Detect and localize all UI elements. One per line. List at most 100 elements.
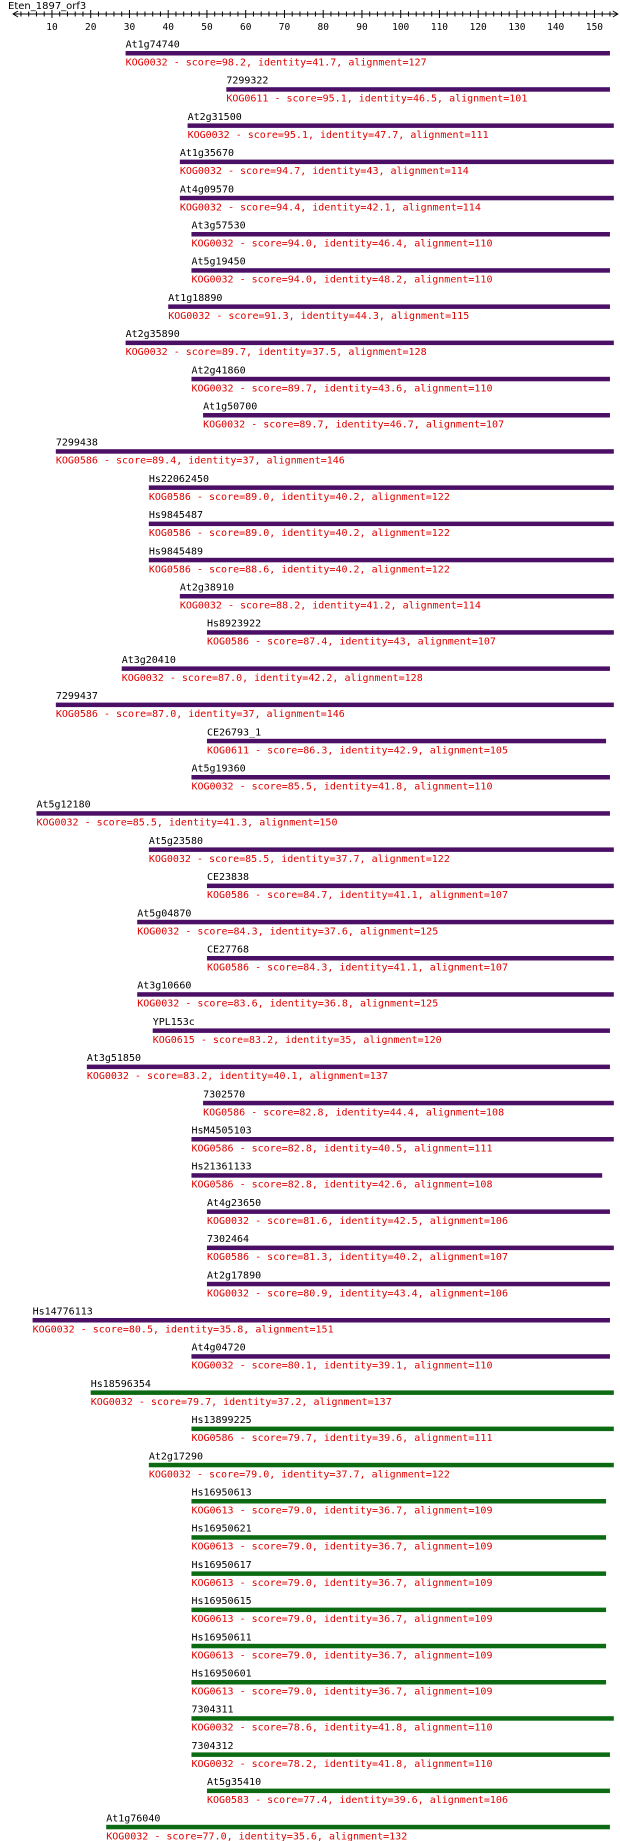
hit-row: Hs18596354 KOG0032 - score=79.7, identity… (90, 1379, 614, 1408)
hit-row: 7304312 KOG0032 - score=78.2, identity=41… (191, 1741, 610, 1770)
hit-description: KOG0032 - score=84.3, identity=37.6, ali… (137, 926, 438, 937)
axis-tick-label: 100 (392, 22, 409, 33)
axis-tick-label: 30 (124, 22, 136, 33)
hit-name: Hs22062450 (149, 474, 209, 485)
hit-description: KOG0032 - score=88.2, identity=41.2, ali… (180, 601, 481, 612)
hit-description: KOG0032 - score=98.2, identity=41.7, ali… (126, 58, 427, 69)
hit-description: KOG0611 - score=95.1, identity=46.5, ali… (226, 94, 527, 105)
hit-row: At1g74740 KOG0032 - score=98.2, identity=… (125, 40, 610, 69)
hit-description: KOG0613 - score=79.0, identity=36.7, ali… (191, 1687, 492, 1698)
hit-bar (148, 521, 614, 527)
hit-row: At5g19360 KOG0032 - score=85.5, identity=… (191, 764, 610, 793)
hit-row: At1g18890 KOG0032 - score=91.3, identity=… (168, 293, 610, 322)
hit-list: At1g74740 KOG0032 - score=98.2, identity=… (32, 40, 614, 1841)
hit-name: 7299322 (226, 76, 268, 87)
hit-name: 7302464 (207, 1234, 249, 1245)
hit-name: At3g57530 (191, 221, 245, 232)
hit-bar (187, 123, 614, 128)
hit-bar (179, 594, 614, 599)
hit-description: KOG0613 - score=79.0, identity=36.7, ali… (191, 1542, 492, 1553)
hit-bar (179, 195, 614, 201)
hit-name: 7304311 (191, 1705, 233, 1716)
hit-description: KOG0613 - score=79.0, identity=36.7, ali… (191, 1650, 492, 1661)
hit-bar (206, 738, 607, 744)
hit-bar (148, 847, 614, 852)
hit-row: At1g76040 KOG0032 - score=77.0, identity=… (106, 1813, 610, 1841)
hit-description: KOG0032 - score=94.0, identity=46.4, ali… (191, 239, 492, 250)
hit-bar (191, 1173, 603, 1178)
hit-bar (206, 1281, 610, 1287)
axis-tick-label: 70 (279, 22, 291, 33)
hit-name: Hs14776113 (33, 1307, 93, 1318)
hit-row: 7299322 KOG0611 - score=95.1, identity=46… (226, 76, 610, 105)
hit-name: At1g74740 (126, 40, 180, 51)
hit-description: KOG0032 - score=89.7, identity=46.7, ali… (203, 420, 504, 431)
hit-description: KOG0032 - score=89.7, identity=37.5, ali… (126, 347, 427, 358)
hit-name: At1g76040 (106, 1813, 160, 1824)
hit-description: KOG0586 - score=84.7, identity=41.1, ali… (207, 890, 508, 901)
hit-bar (191, 1607, 607, 1613)
hit-bar (206, 1245, 614, 1251)
hit-description: KOG0032 - score=77.0, identity=35.6, ali… (106, 1831, 407, 1841)
axis-tick-label: 110 (431, 22, 448, 33)
hit-description: KOG0583 - score=77.4, identity=39.6, ali… (207, 1795, 508, 1806)
hit-name: At3g10660 (137, 981, 191, 992)
hit-name: Hs16950601 (191, 1669, 251, 1680)
hit-name: Hs16950621 (191, 1524, 251, 1535)
axis-tick-label: 150 (586, 22, 603, 33)
hit-row: CE23838 KOG0586 - score=84.7, identity=41… (206, 872, 614, 901)
hit-row: CE27768 KOG0586 - score=84.3, identity=41… (206, 945, 614, 974)
hit-description: KOG0613 - score=79.0, identity=36.7, ali… (191, 1578, 492, 1589)
hit-description: KOG0032 - score=85.5, identity=41.3, ali… (36, 818, 337, 829)
hit-row: At5g04870 KOG0032 - score=84.3, identity=… (137, 908, 614, 937)
hit-bar (206, 883, 614, 889)
hit-name: At1g50700 (203, 402, 257, 413)
hit-name: 7299437 (56, 691, 98, 702)
hit-description: KOG0032 - score=94.4, identity=42.1, ali… (180, 202, 481, 213)
hit-bar (191, 232, 610, 237)
sequence-title: Eten_1897_orf3 (8, 1, 86, 12)
hit-description: KOG0032 - score=94.7, identity=43, align… (180, 166, 469, 177)
hit-row: At3g20410 KOG0032 - score=87.0, identity=… (121, 655, 610, 684)
hit-row: 7302464 KOG0586 - score=81.3, identity=40… (206, 1234, 614, 1263)
hit-description: KOG0611 - score=86.3, identity=42.9, ali… (207, 745, 508, 756)
hit-row: Hs13899225 KOG0586 - score=79.7, identity… (191, 1415, 614, 1444)
hit-description: KOG0586 - score=87.0, identity=37, align… (56, 709, 345, 720)
hit-description: KOG0586 - score=82.8, identity=40.5, ali… (191, 1144, 492, 1155)
hit-bar (137, 919, 614, 925)
hit-bar (86, 1064, 610, 1070)
hit-bar (226, 87, 610, 92)
hit-name: At1g35670 (180, 148, 234, 159)
hit-name: At5g23580 (149, 836, 203, 847)
hit-name: At3g51850 (87, 1053, 141, 1064)
hit-row: 7299437 KOG0586 - score=87.0, identity=37… (55, 691, 614, 720)
hit-name: At3g20410 (122, 655, 176, 666)
hit-row: At5g35410 KOG0583 - score=77.4, identity=… (206, 1777, 610, 1806)
hit-name: At2g41860 (191, 365, 245, 376)
axis-right-arrow (612, 10, 619, 18)
hit-bar (106, 1824, 610, 1830)
hit-description: KOG0586 - score=89.0, identity=40.2, ali… (149, 492, 450, 503)
hit-bar (55, 449, 614, 454)
hit-description: KOG0586 - score=82.8, identity=44.4, ali… (203, 1107, 504, 1118)
axis-tick-label: 20 (85, 22, 97, 33)
hit-row: Hs16950601 KOG0613 - score=79.0, identity… (191, 1669, 607, 1698)
hit-row: At4g09570 KOG0032 - score=94.4, identity=… (179, 184, 614, 213)
hit-name: 7304312 (191, 1741, 233, 1752)
hit-description: KOG0032 - score=83.2, identity=40.1, ali… (87, 1071, 388, 1082)
hit-bar (203, 413, 610, 418)
hit-name: At5g19450 (191, 257, 245, 268)
hit-name: Hs8923922 (207, 619, 261, 630)
axis-tick-label: 130 (508, 22, 525, 33)
hit-bar (179, 159, 614, 165)
hit-description: KOG0032 - score=79.0, identity=37.7, ali… (149, 1469, 450, 1480)
hit-bar (206, 1788, 610, 1794)
hit-description: KOG0032 - score=80.1, identity=39.1, ali… (191, 1361, 492, 1372)
hit-description: KOG0032 - score=91.3, identity=44.3, ali… (168, 311, 469, 322)
hit-row: At3g10660 KOG0032 - score=83.6, identity=… (137, 981, 614, 1010)
hit-name: At1g18890 (168, 293, 222, 304)
position-axis: 10 20 30 40 50 60 70 80 90 100 110 120 130 140 150 (12, 10, 619, 33)
hit-row: At5g19450 KOG0032 - score=94.0, identity=… (191, 257, 610, 286)
hit-row: 7302570 KOG0586 - score=82.8, identity=44… (203, 1089, 614, 1118)
hit-row: Hs16950617 KOG0613 - score=79.0, identity… (191, 1560, 607, 1589)
